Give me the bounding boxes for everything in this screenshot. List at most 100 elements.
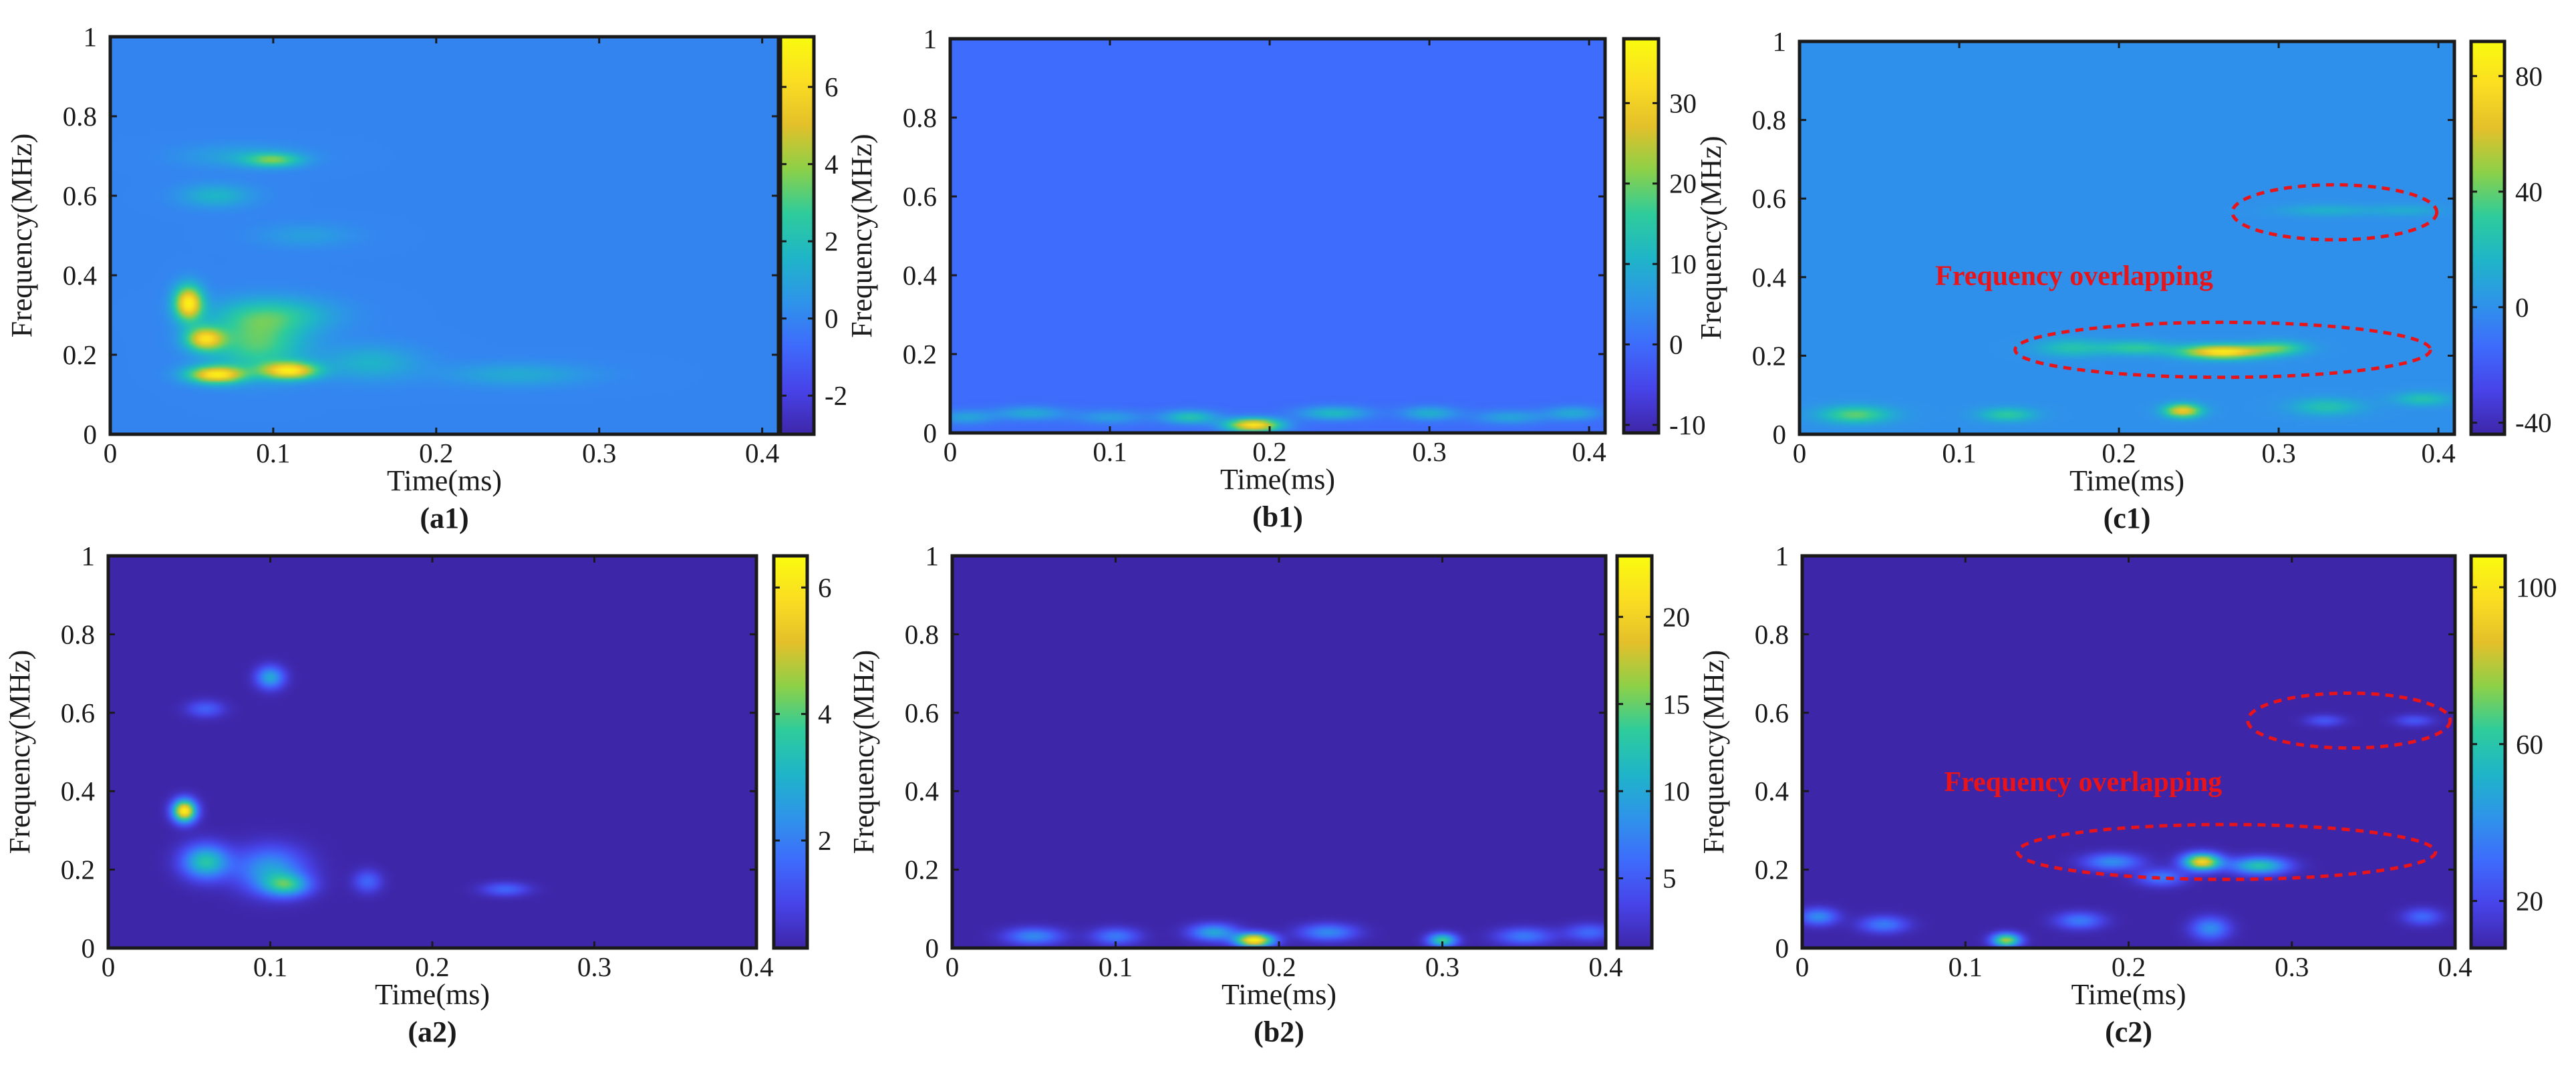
panel-label: (b2) <box>1254 1016 1304 1048</box>
panel-c1: 0 0.1 0.2 0.3 0.4 0 0.2 0.4 0.6 0.8 1 Time(ms) Frequ… <box>1695 26 2552 534</box>
plot-frame <box>1798 39 2456 436</box>
x-tick-label: 0.4 <box>745 438 779 468</box>
y-tick-label: 0.4 <box>61 776 95 806</box>
colorbar-tick-label: 4 <box>825 149 839 180</box>
y-tick-label: 0.6 <box>61 698 95 728</box>
colorbar-bar <box>778 35 816 436</box>
y-tick-label: 0.2 <box>905 855 939 885</box>
plot-frame <box>948 37 1607 435</box>
x-axis-label: Time(ms) <box>2069 464 2184 497</box>
y-tick-label: 0.6 <box>1752 183 1786 214</box>
y-tick-label: 1 <box>923 23 938 54</box>
x-axis-label: Time(ms) <box>1222 978 1336 1011</box>
y-tick-label: 0 <box>925 933 940 963</box>
heatmap-a2 <box>108 556 756 948</box>
x-tick-label: 0 <box>944 436 958 467</box>
heatmap-c1 <box>1800 41 2454 434</box>
heatmap-b1 <box>950 39 1605 433</box>
x-tick-label: 0.3 <box>1412 436 1446 467</box>
y-tick-label: 0.8 <box>1755 619 1789 649</box>
x-tick-label: 0.3 <box>582 438 616 468</box>
y-axis-label: Frequency(MHz) <box>1695 136 1727 339</box>
panel-label: (c1) <box>2104 502 2151 534</box>
x-tick-label: 0.2 <box>419 438 453 468</box>
y-tick-label: 0 <box>1773 419 1787 450</box>
y-tick-label: 0 <box>1775 933 1790 963</box>
x-tick-label: 0.1 <box>1099 951 1133 982</box>
x-tick-label: 0.1 <box>1949 951 1983 982</box>
y-tick-label: 0 <box>923 418 938 448</box>
colorbar-a2: 2 4 6 <box>772 554 832 950</box>
x-tick-label: 0.2 <box>415 951 449 982</box>
x-tick-label: 0.3 <box>1425 951 1459 982</box>
panel-b1: 0 0.1 0.2 0.3 0.4 0 0.2 0.4 0.6 0.8 1 Time(ms) Frequ… <box>845 23 1706 533</box>
y-tick-label: 1 <box>925 540 940 571</box>
y-tick-label: 0.2 <box>1755 855 1789 885</box>
x-tick-label: 0.3 <box>2261 438 2295 468</box>
heatmap-a1 <box>110 37 778 434</box>
y-tick-label: 0.4 <box>905 776 939 806</box>
colorbar-tick-label: 15 <box>1663 689 1690 720</box>
x-tick-label: 0.4 <box>2438 951 2472 982</box>
panel-label: (a2) <box>408 1016 456 1048</box>
colorbar-tick-label: 10 <box>1669 249 1697 279</box>
y-tick-label: 1 <box>82 540 96 571</box>
heatmap-b2 <box>952 556 1606 948</box>
panel-b2: 0 0.1 0.2 0.3 0.4 0 0.2 0.4 0.6 0.8 1 Time(ms) Frequ… <box>847 540 1690 1048</box>
colorbar-bar <box>772 554 809 950</box>
y-axis-label: Frequency(MHz) <box>845 134 878 337</box>
colorbar-tick-label: 20 <box>1669 168 1697 199</box>
x-tick-label: 0.1 <box>1942 438 1976 468</box>
overlap-ellipse <box>2231 183 2439 242</box>
x-tick-label: 0.1 <box>1093 436 1127 467</box>
colorbar-bar <box>1622 37 1661 435</box>
y-tick-label: 0.4 <box>63 260 97 291</box>
x-axis-label: Time(ms) <box>375 978 490 1011</box>
panel-c2: 0 0.1 0.2 0.3 0.4 0 0.2 0.4 0.6 0.8 1 Time(ms) Frequ… <box>1697 540 2557 1048</box>
colorbar-tick-label: -2 <box>825 380 847 411</box>
panel-label: (b1) <box>1252 500 1303 533</box>
panel-a1: 0 0.1 0.2 0.3 0.4 0 0.2 0.4 0.6 0.8 1 Time(ms) Frequ… <box>5 21 847 534</box>
x-tick-label: 0.4 <box>1588 951 1622 982</box>
colorbar-tick-label: 2 <box>818 825 832 856</box>
y-tick-label: 0.2 <box>1752 340 1786 371</box>
y-tick-label: 0.2 <box>903 339 937 369</box>
y-tick-label: 1 <box>1773 26 1787 57</box>
colorbar-tick-label: 100 <box>2516 572 2557 603</box>
colorbar-tick-label: 80 <box>2515 61 2543 92</box>
colorbar-tick-label: 10 <box>1663 776 1690 806</box>
y-tick-label: 0.6 <box>63 180 97 211</box>
colorbar-tick-label: 4 <box>818 699 832 730</box>
x-tick-label: 0.3 <box>577 951 611 982</box>
colorbar-bar <box>1615 554 1654 950</box>
x-tick-label: 0.4 <box>1572 436 1606 467</box>
colorbar-tick-label: 6 <box>818 572 832 603</box>
x-tick-label: 0.4 <box>2421 438 2455 468</box>
x-axis-label: Time(ms) <box>1220 463 1335 496</box>
x-tick-label: 0 <box>104 438 118 468</box>
y-tick-label: 0.4 <box>903 260 937 291</box>
colorbar-tick-label: 0 <box>2515 292 2529 323</box>
x-tick-label: 0 <box>1796 951 1810 982</box>
x-tick-label: 0 <box>102 951 116 982</box>
colorbar-bar <box>2469 554 2507 950</box>
x-axis-label: Time(ms) <box>387 464 502 497</box>
frequency-overlapping-note: Frequency overlapping <box>1935 261 2213 292</box>
y-tick-label: 0.2 <box>61 855 95 885</box>
panel-label: (c2) <box>2105 1016 2152 1048</box>
y-axis-label: Frequency(MHz) <box>3 650 36 854</box>
y-tick-label: 0.4 <box>1752 262 1786 293</box>
y-tick-label: 0.6 <box>903 181 937 212</box>
x-axis-label: Time(ms) <box>2071 978 2186 1011</box>
x-tick-label: 0.4 <box>739 951 773 982</box>
heatmap-c2 <box>1802 556 2455 948</box>
colorbar-tick-label: 20 <box>2516 886 2543 917</box>
plot-frame <box>108 35 780 436</box>
x-tick-label: 0.1 <box>256 438 290 468</box>
frequency-overlapping-note: Frequency overlapping <box>1944 767 2222 798</box>
x-tick-label: 0.2 <box>2112 951 2146 982</box>
y-tick-label: 1 <box>1775 540 1790 571</box>
colorbar-tick-label: 40 <box>2515 176 2543 207</box>
y-axis-label: Frequency(MHz) <box>5 134 38 337</box>
